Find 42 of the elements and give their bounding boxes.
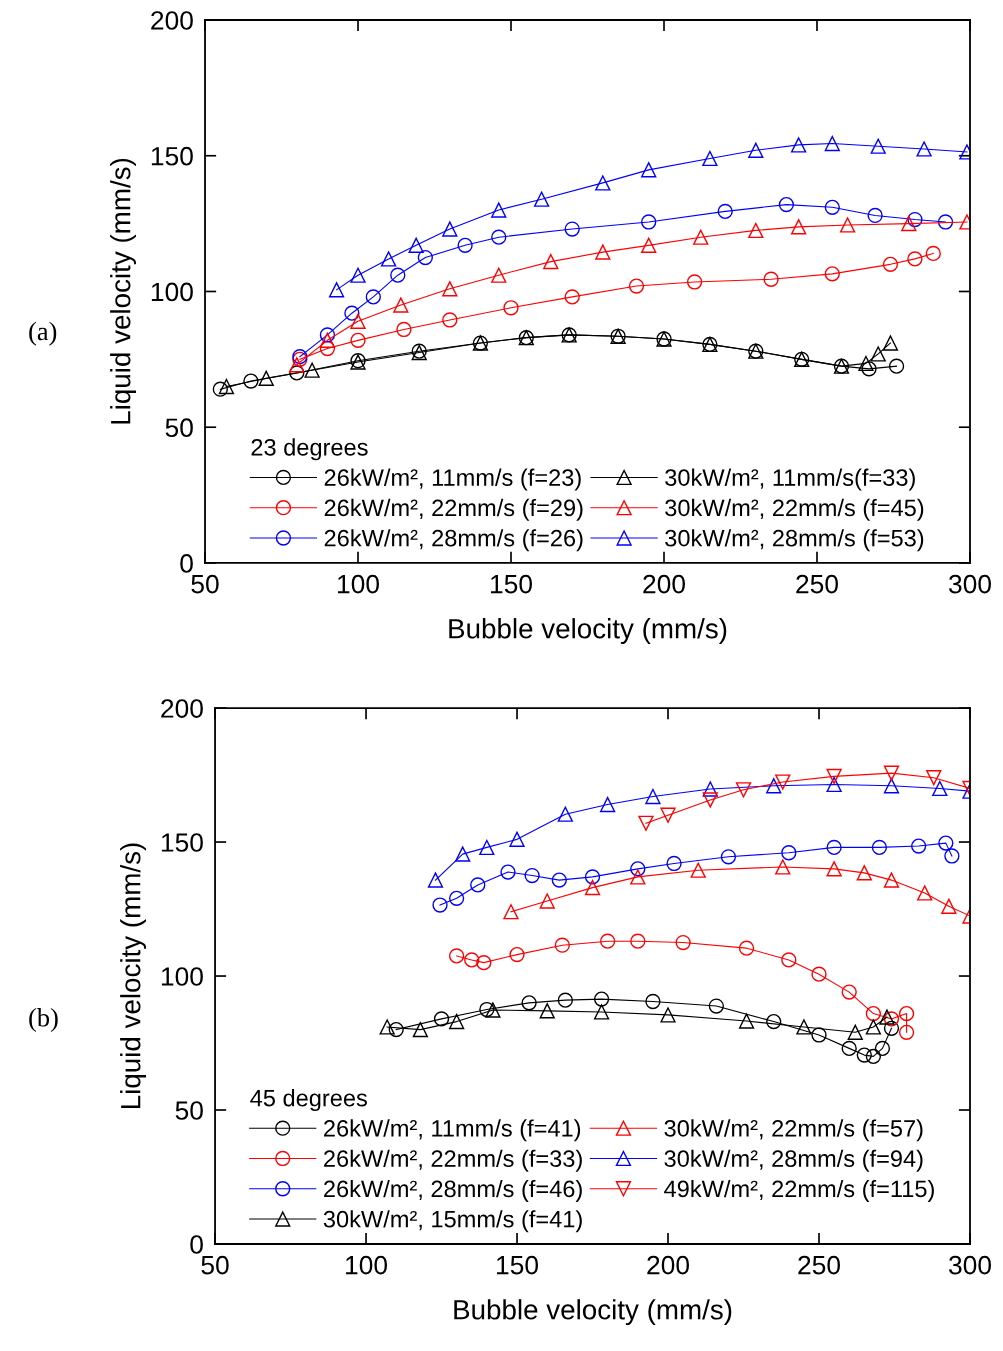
x-tick-label: 300 (949, 1255, 991, 1275)
legend-label: 30kW/m², 22mm/s (f=57) (664, 1119, 923, 1142)
text: (a) (29, 321, 57, 346)
x-tick-label: 150 (491, 574, 532, 594)
x-tick-label: 250 (798, 1255, 840, 1275)
legend-title: 23 degrees (251, 438, 368, 461)
y-tick-label: 200 (161, 699, 203, 718)
legend-title: 45 degrees (250, 1089, 367, 1112)
x-tick-label: 50 (201, 1255, 229, 1275)
y-tick-label: 0 (190, 1235, 203, 1254)
y-tick-label: 100 (151, 282, 193, 302)
y-axis-title: Liquid velocity (mm/s) (110, 158, 136, 424)
x-tick-label: 200 (643, 574, 685, 594)
text: (b) (29, 1008, 58, 1032)
y-tick-label: 50 (175, 1101, 203, 1120)
x-tick-label: 250 (796, 574, 838, 594)
y-tick-label: 50 (165, 418, 193, 438)
legend-label: 30kW/m², 11mm/s(f=33) (665, 468, 915, 491)
x-tick-label: 200 (647, 1255, 689, 1275)
legend-label: 26kW/m², 28mm/s (f=26) (324, 529, 583, 552)
y-tick-label: 0 (180, 554, 193, 573)
x-axis-title: Bubble velocity (mm/s) (449, 618, 727, 645)
x-axis-title: Bubble velocity (mm/s) (454, 1299, 732, 1326)
legend-label: 26kW/m², 11mm/s (f=41) (324, 1119, 581, 1142)
legend-label: 30kW/m², 22mm/s (f=45) (665, 498, 924, 521)
x-tick-label: 300 (949, 574, 991, 594)
legend-label: 26kW/m², 22mm/s (f=29) (324, 498, 583, 521)
legend-label: 30kW/m², 28mm/s (f=53) (665, 529, 924, 552)
y-tick-label: 200 (151, 11, 193, 30)
legend-label: 30kW/m², 15mm/s (f=41) (323, 1210, 582, 1233)
legend-label: 26kW/m², 28mm/s (f=46) (324, 1179, 582, 1202)
legend-label: 26kW/m², 11mm/s (f=23) (324, 468, 581, 491)
legend-label: 30kW/m², 28mm/s (f=94) (664, 1149, 923, 1172)
y-tick-label: 150 (161, 833, 203, 852)
x-tick-label: 100 (338, 574, 379, 594)
x-tick-label: 100 (346, 1255, 388, 1275)
legend-label: 49kW/m², 22mm/s (f=115) (664, 1179, 934, 1202)
y-tick-label: 150 (151, 146, 193, 166)
legend-label: 26kW/m², 22mm/s (f=33) (324, 1149, 582, 1172)
x-tick-label: 150 (497, 1255, 539, 1275)
y-tick-label: 100 (161, 967, 203, 986)
y-axis-title: Liquid velocity (mm/s) (120, 843, 147, 1109)
